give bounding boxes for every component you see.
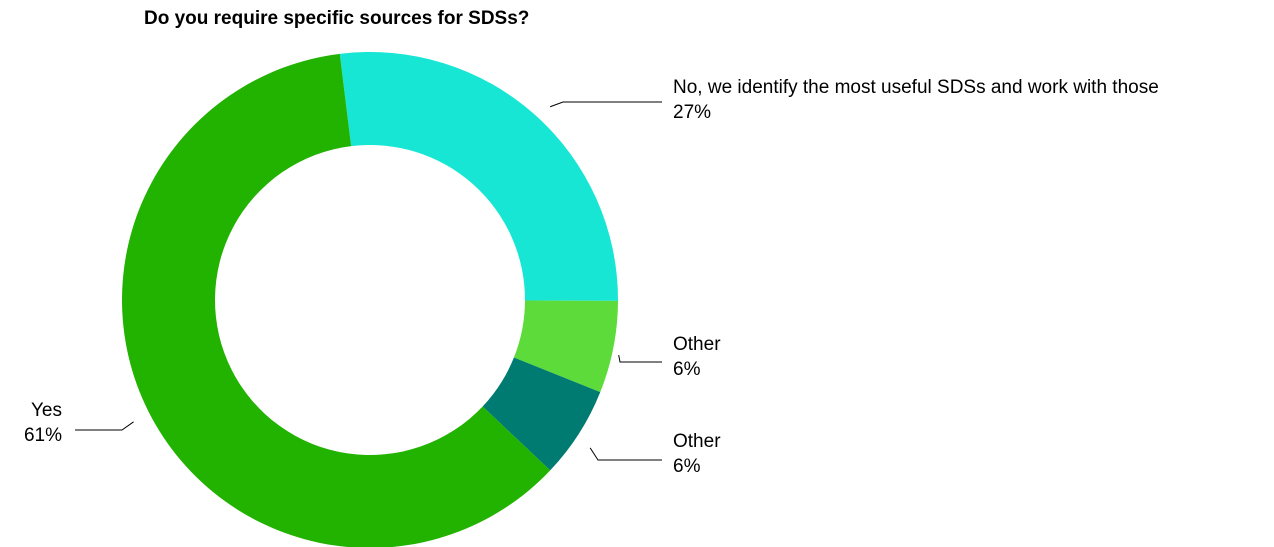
- pie-slice-1: [513, 300, 618, 393]
- slice-label-3: Yes: [31, 400, 62, 421]
- slice-label-1: Other: [673, 334, 721, 355]
- slice-value-label-1: 6%: [673, 359, 701, 380]
- slice-value-label-3: 61%: [24, 425, 62, 446]
- slice-value-label-2: 6%: [673, 456, 701, 477]
- pie-slice-3: [122, 53, 551, 547]
- slice-value-label-0: 27%: [673, 102, 711, 123]
- pie-slice-2: [482, 357, 601, 471]
- slice-label-0: No, we identify the most useful SDSs and…: [673, 77, 1159, 98]
- leader-line-1: [618, 354, 662, 363]
- chart-title: Do you require specific sources for SDSs…: [144, 8, 530, 29]
- leader-line-0: [549, 101, 662, 108]
- slice-label-2: Other: [673, 431, 721, 452]
- leader-line-2: [589, 447, 662, 461]
- leader-line-3: [75, 421, 134, 431]
- pie-slice-0: [339, 52, 618, 301]
